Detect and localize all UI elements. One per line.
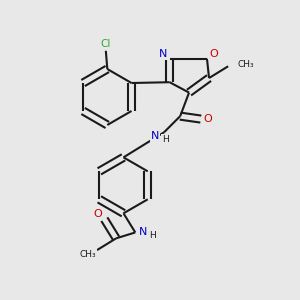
Text: O: O — [204, 114, 213, 124]
Text: H: H — [149, 231, 156, 240]
Text: CH₃: CH₃ — [237, 60, 253, 69]
Text: N: N — [159, 50, 167, 59]
Text: N: N — [151, 131, 159, 141]
Text: CH₃: CH₃ — [80, 250, 97, 259]
Text: O: O — [209, 50, 218, 59]
Text: N: N — [139, 227, 147, 237]
Text: O: O — [94, 209, 102, 219]
Text: H: H — [162, 135, 169, 144]
Text: Cl: Cl — [100, 39, 111, 49]
